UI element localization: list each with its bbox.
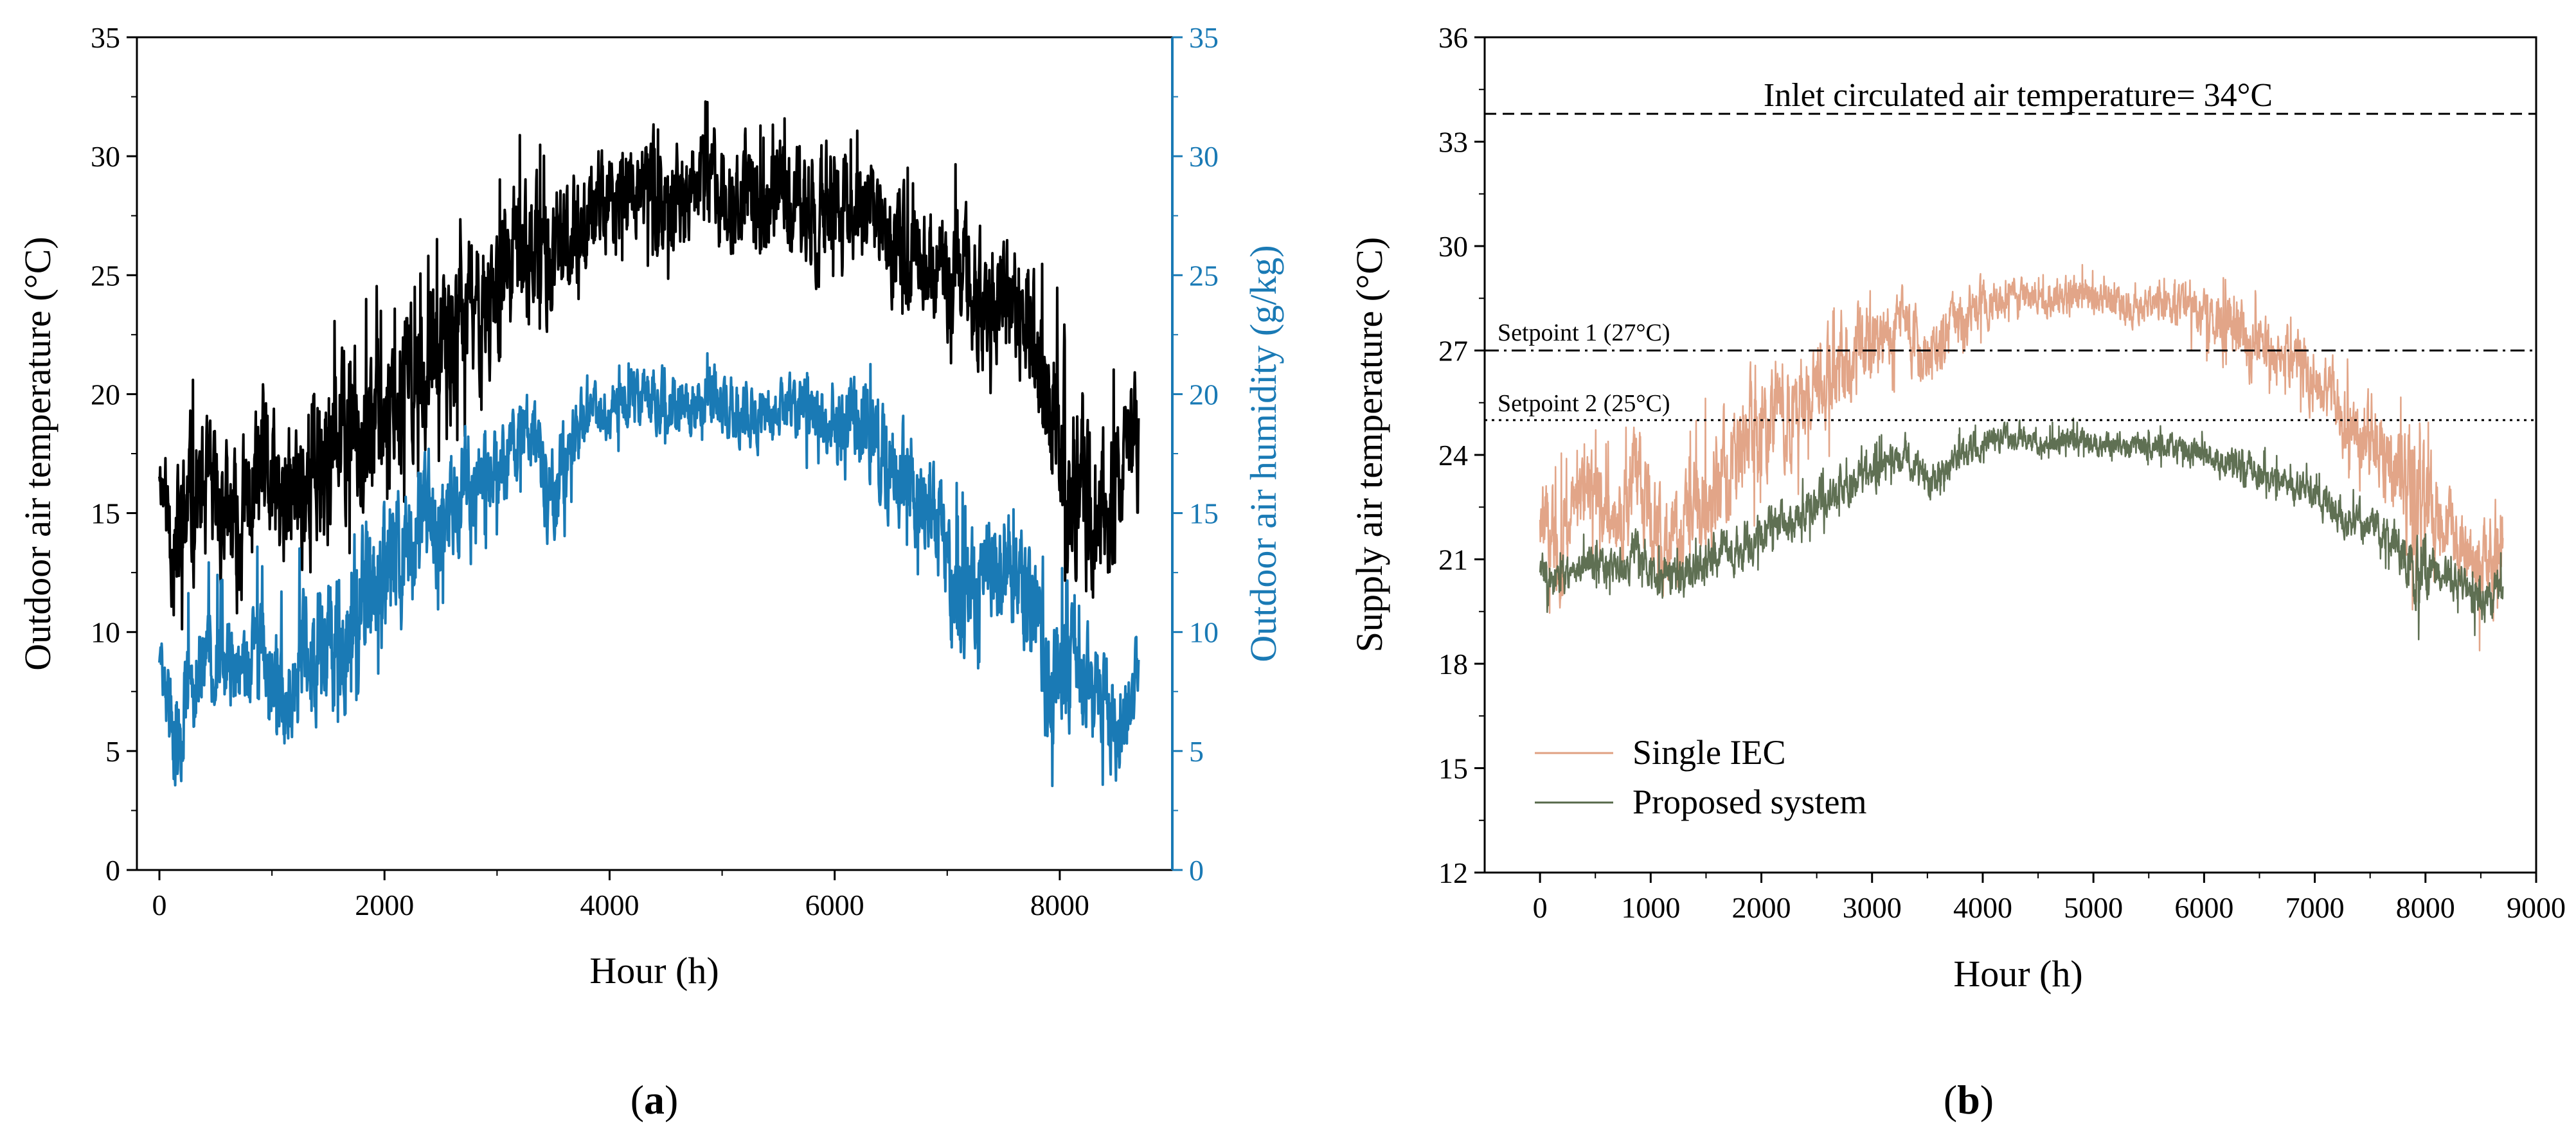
- y-tick-label: 30: [91, 140, 120, 173]
- x-tick-label: 6000: [2174, 891, 2233, 924]
- panel-b: 0 1000 2000 3000 4000 5000 6000 7000 8000 9000 12…: [1348, 21, 2566, 1123]
- y-tick-label: 35: [91, 21, 120, 54]
- series-proposed-system: [1539, 417, 2504, 641]
- x-tick-label: 4000: [580, 889, 639, 921]
- y-tick-label: 0: [105, 854, 120, 887]
- y2-tick-label: 5: [1189, 735, 1204, 768]
- panel-caption-b-letter: b: [1957, 1077, 1980, 1123]
- series-line: [1539, 263, 2504, 652]
- x-tick-label: 0: [152, 889, 167, 921]
- x-tick-label: 8000: [1030, 889, 1089, 921]
- x-axis-ticks-a: 0 2000 4000 6000 8000: [152, 870, 1089, 921]
- y-tick-label: 21: [1438, 544, 1468, 576]
- y-tick-label: 30: [1438, 230, 1468, 263]
- y-axis-label-b: Supply air temperature (°C): [1348, 237, 1390, 653]
- y-tick-label: 18: [1438, 648, 1468, 680]
- x-axis-ticks-b: 0 1000 2000 3000 4000 5000 6000 7000 8000 9000: [1533, 873, 2566, 924]
- y-tick-label: 12: [1438, 856, 1468, 889]
- y-tick-label: 10: [91, 616, 120, 649]
- y-tick-label: 15: [1438, 752, 1468, 785]
- y2-tick-label: 20: [1189, 378, 1219, 411]
- y-tick-label: 15: [91, 497, 120, 530]
- x-tick-label: 7000: [2285, 891, 2345, 924]
- x-tick-label: 2000: [1732, 891, 1791, 924]
- legend-label-proposed-system: Proposed system: [1632, 783, 1867, 821]
- y-tick-label: 33: [1438, 126, 1468, 159]
- y2-tick-label: 30: [1189, 140, 1219, 173]
- x-tick-label: 1000: [1621, 891, 1680, 924]
- panel-a: 0 2000 4000 6000 8000 0 5 10 15 20 25 30 35 0 5 10 15 2…: [17, 21, 1284, 1123]
- x-tick-label: 5000: [2064, 891, 2123, 924]
- x-tick-label: 9000: [2507, 891, 2566, 924]
- panel-caption-a: (a): [631, 1077, 679, 1123]
- y-axis-label-a: Outdoor air temperature (°C): [17, 236, 58, 670]
- y2-tick-label: 15: [1189, 497, 1219, 530]
- y2-tick-label: 10: [1189, 616, 1219, 649]
- y-tick-label: 27: [1438, 335, 1468, 368]
- y2-tick-label: 0: [1189, 854, 1204, 887]
- y-tick-label: 24: [1438, 439, 1468, 472]
- y2-tick-label: 35: [1189, 21, 1219, 54]
- x-tick-label: 4000: [1953, 891, 2012, 924]
- y-tick-label: 25: [91, 259, 120, 292]
- series-single-iec: [1539, 263, 2504, 652]
- y-tick-label: 36: [1438, 21, 1468, 54]
- y-axis-ticks-a: 0 5 10 15 20 25 30 35: [91, 21, 137, 887]
- legend-b: Single IEC Proposed system: [1535, 733, 1867, 821]
- x-tick-label: 2000: [355, 889, 414, 921]
- annotation-setpoint-1: Setpoint 1 (27°C): [1498, 319, 1670, 346]
- y2-axis-label-a: Outdoor air humidity (g/kg): [1242, 245, 1284, 662]
- series-outdoor-air-humidity: [158, 352, 1140, 788]
- y-tick-label: 20: [91, 378, 120, 411]
- legend-label-single-iec: Single IEC: [1632, 733, 1786, 772]
- y2-tick-label: 25: [1189, 259, 1219, 292]
- series-line: [158, 352, 1140, 788]
- annotation-setpoint-2: Setpoint 2 (25°C): [1498, 390, 1670, 417]
- x-axis-label-a: Hour (h): [589, 950, 719, 991]
- reference-lines-b: [1485, 112, 2536, 422]
- x-tick-label: 3000: [1843, 891, 1902, 924]
- panel-caption-b: (b): [1944, 1077, 1994, 1123]
- panel-caption-a-letter: a: [644, 1077, 665, 1123]
- annotation-inlet-temperature: Inlet circulated air temperature= 34°C: [1764, 77, 2273, 114]
- series-outdoor-air-temperature: [158, 100, 1140, 631]
- x-tick-label: 0: [1533, 891, 1548, 924]
- series-line: [1539, 417, 2504, 641]
- x-tick-label: 6000: [805, 889, 864, 921]
- series-line: [158, 100, 1140, 631]
- y-axis-ticks-b: 12 15 18 21 24 27 30 33 36: [1438, 21, 1485, 889]
- x-axis-label-b: Hour (h): [1953, 953, 2082, 995]
- y-tick-label: 5: [105, 735, 120, 768]
- y2-axis-ticks-a: 0 5 10 15 20 25 30 35: [1172, 21, 1219, 887]
- x-tick-label: 8000: [2396, 891, 2455, 924]
